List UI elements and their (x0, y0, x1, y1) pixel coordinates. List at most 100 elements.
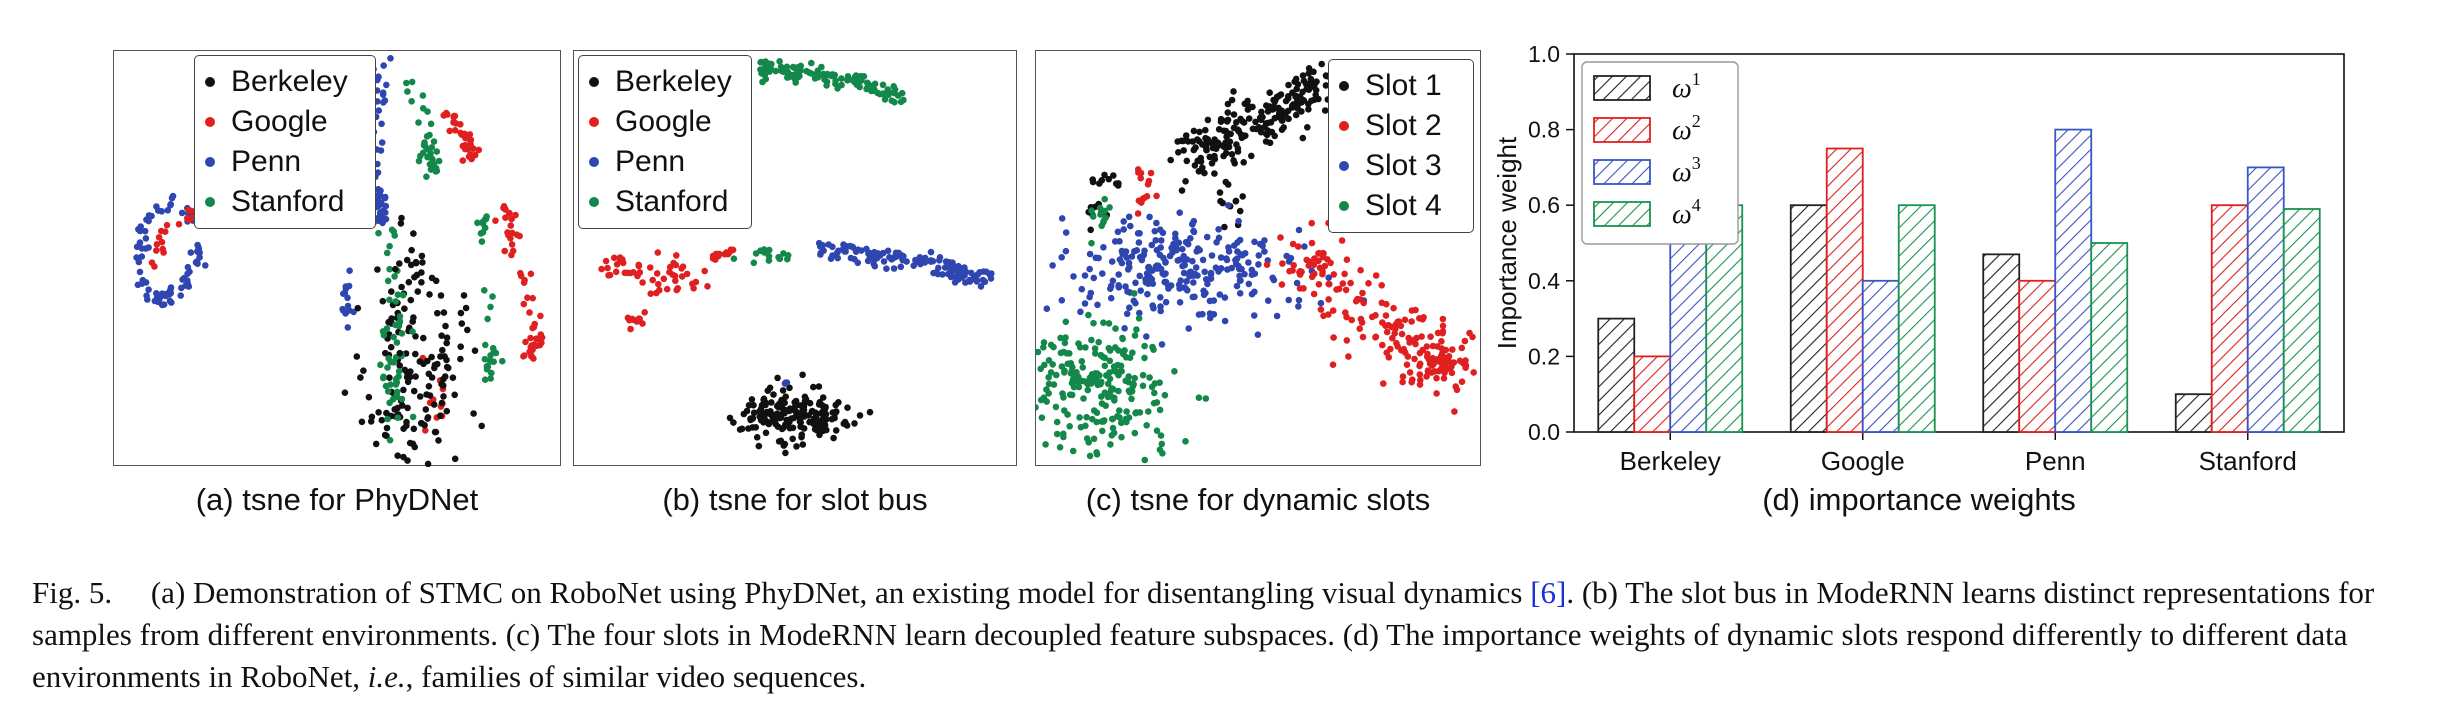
scatter-point (1300, 77, 1308, 85)
scatter-point (1329, 361, 1337, 369)
scatter-point (1133, 247, 1141, 254)
scatter-point (411, 273, 418, 281)
scatter-point (1116, 256, 1124, 263)
panel-caption-b: (b) tsne for slot bus (662, 482, 928, 517)
scatter-point (1189, 221, 1196, 228)
scatter-point (613, 261, 621, 268)
y-tick-label: 0.8 (1528, 117, 1560, 143)
scatter-point (1085, 439, 1092, 446)
scatter-point (1078, 285, 1086, 293)
legend-item-google: Google (589, 102, 739, 142)
scatter-point (775, 438, 783, 445)
scatter-point (1462, 357, 1469, 364)
scatter-point (799, 441, 807, 448)
scatter-point (1203, 136, 1210, 143)
scatter-point (1053, 430, 1061, 438)
scatter-point (1278, 281, 1286, 288)
scatter-point (158, 301, 166, 309)
scatter-point (1101, 207, 1109, 215)
scatter-point (405, 278, 413, 286)
scatter-point (393, 339, 401, 346)
citation-link[interactable]: [6] (1530, 575, 1567, 610)
bar (1861, 279, 1900, 433)
scatter-point (797, 423, 804, 431)
scatter-point (478, 238, 486, 245)
bar (1825, 147, 1864, 433)
scatter-point (374, 169, 382, 176)
scatter-point (1096, 180, 1103, 187)
scatter-point (636, 269, 644, 276)
scatter-point (806, 418, 813, 426)
scatter-point (416, 393, 424, 400)
bar (2018, 279, 2057, 433)
scatter-point (430, 138, 438, 145)
scatter-point (730, 255, 738, 262)
scatter-point (422, 406, 430, 413)
scatter-point (1161, 391, 1169, 399)
scatter-point (487, 352, 494, 359)
scatter-point (1087, 226, 1094, 234)
scatter-point (783, 416, 790, 424)
scatter-point (768, 399, 775, 406)
scatter-point (1392, 325, 1399, 333)
scatter-point (459, 157, 467, 164)
scatter-point (1079, 364, 1087, 371)
scatter-point (1253, 125, 1260, 133)
scatter-point (672, 261, 680, 269)
scatter-point (391, 273, 398, 280)
scatter-point (606, 271, 614, 279)
scatter-point (1211, 136, 1218, 143)
scatter-point (1130, 290, 1138, 297)
x-tick-label: Penn (2025, 446, 2086, 476)
scatter-point (1318, 60, 1325, 68)
scatter-point (1356, 325, 1363, 333)
scatter-point (1235, 265, 1243, 273)
scatter-point (202, 262, 209, 269)
scatter-point (773, 410, 781, 418)
scatter-point (610, 254, 618, 262)
scatter-point (666, 263, 674, 271)
scatter-point (481, 376, 489, 384)
scatter-point (749, 414, 757, 422)
scatter-point (398, 395, 406, 403)
scatter-point (1131, 332, 1139, 339)
scatter-point (1108, 385, 1116, 392)
scatter-point (1190, 279, 1197, 286)
scatter-point (148, 212, 155, 220)
caption-text-a: (a) Demonstration of STMC on RoboNet usi… (150, 575, 1523, 610)
caption-text-b: . (b) The slot bus in ModeRNN learns dis… (32, 575, 2375, 694)
scatter-point (639, 279, 646, 286)
scatter-point (360, 367, 367, 375)
scatter-point (492, 217, 499, 224)
legend-marker (1339, 161, 1349, 171)
scatter-point (520, 300, 528, 308)
scatter-point (1343, 337, 1351, 344)
scatter-point (726, 414, 734, 422)
legend-item-slot-2: Slot 2 (1339, 106, 1461, 146)
scatter-point (1059, 390, 1066, 397)
scatter-point (660, 275, 668, 283)
scatter-point (375, 229, 382, 237)
scatter-point (690, 285, 697, 292)
scatter-point (408, 246, 415, 254)
scatter-point (792, 397, 800, 405)
scatter-point (381, 97, 389, 104)
scatter-point (1131, 374, 1138, 382)
bar (2054, 128, 2093, 433)
scatter-point (379, 89, 387, 96)
scatter-point (387, 55, 394, 62)
scatter-point (386, 374, 393, 382)
scatter-point (158, 227, 165, 235)
scatter-point (1305, 65, 1313, 72)
scatter-point (1107, 441, 1114, 448)
scatter-point (1123, 310, 1131, 318)
scatter-point (790, 414, 798, 422)
scatter-point (1310, 290, 1318, 298)
scatter-point (1315, 250, 1322, 257)
legend-swatch (1593, 117, 1651, 143)
scatter-point (927, 248, 935, 256)
scatter-point (1294, 97, 1301, 105)
scatter-point (821, 76, 828, 83)
scatter-point (412, 333, 419, 340)
scatter-point (750, 401, 757, 409)
